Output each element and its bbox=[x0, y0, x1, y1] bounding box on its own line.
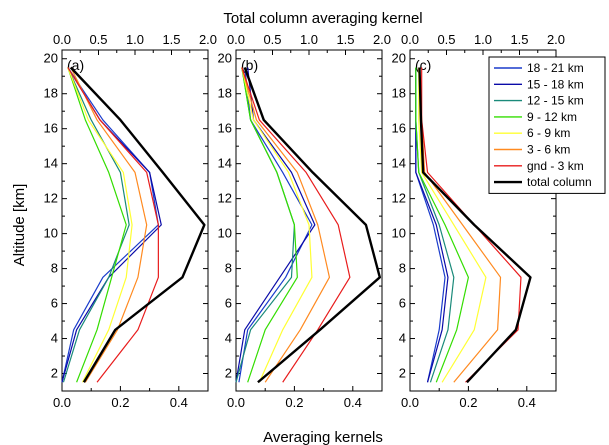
x-tick-label: 0.2 bbox=[285, 395, 303, 410]
y-tick-label: 16 bbox=[392, 121, 406, 136]
y-tick-label: 14 bbox=[218, 156, 232, 171]
y-tick-label: 4 bbox=[399, 331, 406, 346]
x-tick-label: 0.4 bbox=[518, 395, 536, 410]
legend-entry: 3 - 6 km bbox=[527, 143, 570, 157]
x2-tick-label: 1.5 bbox=[510, 32, 528, 47]
y-tick-label: 18 bbox=[392, 86, 406, 101]
y-tick-label: 20 bbox=[218, 51, 232, 66]
kernel-line-4 bbox=[67, 67, 127, 383]
total-column-line bbox=[243, 67, 382, 384]
kernel-line-3 bbox=[62, 67, 130, 383]
panel-label: (b) bbox=[241, 57, 258, 73]
x2-tick-label: 2.0 bbox=[373, 32, 391, 47]
x2-tick-label: 0.5 bbox=[263, 32, 281, 47]
legend-entry: 12 - 15 km bbox=[527, 94, 584, 108]
y-tick-label: 2 bbox=[399, 366, 406, 381]
kernel-line-7 bbox=[67, 67, 159, 383]
y-tick-label: 18 bbox=[44, 86, 58, 101]
x-tick-label: 0.4 bbox=[170, 395, 188, 410]
kernel-line-6 bbox=[70, 67, 148, 383]
x2-tick-label: 1.0 bbox=[126, 32, 144, 47]
y-tick-label: 12 bbox=[44, 191, 58, 206]
x2-tick-label: 1.0 bbox=[474, 32, 492, 47]
legend-entry: 15 - 18 km bbox=[527, 77, 584, 91]
x2-tick-label: 2.0 bbox=[199, 32, 217, 47]
panel-2: 2 4 6 8 10 12 14 16 18 20 0.0 0.2 0.4 0.0 0.5 1.0 1.5 2.0… bbox=[218, 32, 392, 410]
x-tick-label: 0.4 bbox=[344, 395, 362, 410]
y-tick-label: 2 bbox=[51, 366, 58, 381]
x-tick-label: 0.2 bbox=[111, 395, 129, 410]
y-tick-label: 20 bbox=[392, 51, 406, 66]
x2-tick-label: 0.0 bbox=[227, 32, 245, 47]
x2-tick-label: 0.0 bbox=[53, 32, 71, 47]
legend: 18 - 21 km 15 - 18 km 12 - 15 km 9 - 12 km 6… bbox=[488, 56, 606, 194]
legend-entry: 18 - 21 km bbox=[527, 61, 584, 75]
x2-tick-label: 2.0 bbox=[547, 32, 565, 47]
top-axis-title: Total column averaging kernel bbox=[223, 10, 422, 27]
kernel-line-4 bbox=[415, 67, 469, 383]
kernel-line-4 bbox=[241, 67, 298, 383]
y-tick-label: 6 bbox=[399, 296, 406, 311]
y-tick-label: 8 bbox=[225, 261, 232, 276]
y-tick-label: 16 bbox=[218, 121, 232, 136]
y-tick-label: 6 bbox=[51, 296, 58, 311]
y-tick-label: 12 bbox=[218, 191, 232, 206]
y-tick-label: 20 bbox=[44, 51, 58, 66]
total-column-line bbox=[418, 67, 532, 384]
y-tick-label: 8 bbox=[399, 261, 406, 276]
kernel-line-1 bbox=[61, 67, 159, 383]
legend-box bbox=[488, 56, 606, 194]
y-tick-label: 16 bbox=[44, 121, 58, 136]
kernel-line-5 bbox=[67, 67, 133, 383]
y-tick-label: 10 bbox=[44, 226, 58, 241]
y-tick-label: 10 bbox=[218, 226, 232, 241]
legend-entry: 6 - 9 km bbox=[527, 126, 570, 140]
x-tick-label: 0.0 bbox=[53, 395, 71, 410]
y-tick-label: 8 bbox=[51, 261, 58, 276]
y-tick-label: 4 bbox=[51, 331, 58, 346]
y-tick-label: 10 bbox=[392, 226, 406, 241]
x-tick-label: 0.0 bbox=[401, 395, 419, 410]
legend-entry: gnd - 3 km bbox=[527, 159, 584, 173]
panel-label: (c) bbox=[415, 57, 431, 73]
legend-entry: 9 - 12 km bbox=[527, 110, 577, 124]
x2-tick-label: 1.5 bbox=[162, 32, 180, 47]
x-tick-label: 0.2 bbox=[459, 395, 477, 410]
x2-tick-label: 0.5 bbox=[437, 32, 455, 47]
total-column-line bbox=[69, 66, 206, 383]
y-tick-label: 18 bbox=[218, 86, 232, 101]
kernel-line-6 bbox=[241, 67, 331, 383]
y-tick-label: 12 bbox=[392, 191, 406, 206]
y-tick-label: 6 bbox=[225, 296, 232, 311]
kernel-line-7 bbox=[241, 67, 351, 383]
y-tick-label: 2 bbox=[225, 366, 232, 381]
kernel-line-6 bbox=[418, 67, 502, 383]
legend-entry: total column bbox=[527, 175, 592, 189]
y-tick-label: 14 bbox=[44, 156, 58, 171]
x-tick-label: 0.0 bbox=[227, 395, 245, 410]
bottom-axis-title: Averaging kernels bbox=[263, 429, 383, 445]
panel-1: 2 4 6 8 10 12 14 16 18 20 0.0 0.2 0.4 0.0 0.5 1.0 1.5 2.0… bbox=[44, 32, 218, 410]
kernel-line-5 bbox=[418, 67, 487, 383]
y-axis-title: Altitude [km] bbox=[11, 184, 28, 267]
kernel-line-2 bbox=[235, 67, 316, 383]
y-tick-label: 4 bbox=[225, 331, 232, 346]
kernel-line-5 bbox=[241, 67, 313, 383]
x2-tick-label: 0.0 bbox=[401, 32, 419, 47]
x2-tick-label: 1.5 bbox=[336, 32, 354, 47]
y-tick-label: 14 bbox=[392, 156, 406, 171]
kernel-line-3 bbox=[235, 67, 295, 383]
x2-tick-label: 1.0 bbox=[300, 32, 318, 47]
plot-frame bbox=[61, 49, 209, 392]
x2-tick-label: 0.5 bbox=[89, 32, 107, 47]
